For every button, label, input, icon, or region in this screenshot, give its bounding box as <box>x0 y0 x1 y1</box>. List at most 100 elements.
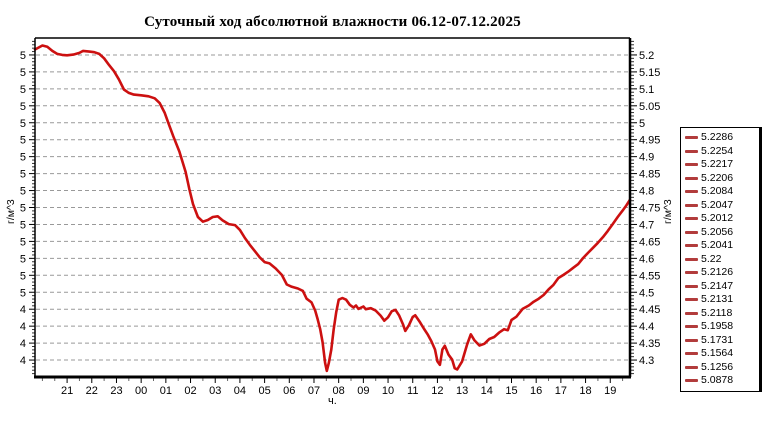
legend-line-marker <box>685 257 698 261</box>
x-tick-label: 16 <box>530 385 542 397</box>
legend: 5.2286 5.2254 5.2217 5.2206 5.2084 5.2047 5.20… <box>680 127 762 392</box>
legend-item: 5.1564 <box>685 347 757 361</box>
legend-item: 5.2286 <box>685 131 757 145</box>
legend-item: 5.2131 <box>685 293 757 307</box>
y-tick-label-left: 4 <box>20 338 26 350</box>
legend-label: 5.2012 <box>701 212 734 225</box>
x-tick-label: 03 <box>209 385 221 397</box>
y-axis-title-left: г/м^3 <box>5 199 17 224</box>
y-tick-label-right: 4.55 <box>639 270 660 282</box>
y-tick-label-right: 5.2 <box>639 50 654 62</box>
x-tick-label: 17 <box>555 385 567 397</box>
y-tick-label-right: 4.35 <box>639 338 660 350</box>
y-tick-label-left: 5 <box>20 219 26 231</box>
chart-title: Суточный ход абсолютной влажности 06.12-… <box>144 14 521 30</box>
x-tick-label: 08 <box>333 385 345 397</box>
x-tick-label: 06 <box>283 385 295 397</box>
legend-item: 5.1958 <box>685 320 757 334</box>
y-tick-label-left: 5 <box>20 203 26 215</box>
y-tick-label-right: 5.15 <box>639 67 660 79</box>
y-tick-label-right: 4.45 <box>639 304 660 316</box>
legend-line-marker <box>685 284 698 288</box>
y-tick-label-right: 4.8 <box>639 186 654 198</box>
legend-line-marker <box>685 217 698 221</box>
y-tick-label-left: 5 <box>20 186 26 198</box>
x-tick-label: 00 <box>135 385 147 397</box>
legend-label: 5.2147 <box>701 279 734 292</box>
legend-line-marker <box>685 190 698 194</box>
legend-line-marker <box>685 379 698 383</box>
y-tick-label-right: 4.85 <box>639 169 660 181</box>
y-tick-label-left: 4 <box>20 304 26 316</box>
legend-item: 5.2041 <box>685 239 757 253</box>
x-tick-label: 18 <box>579 385 591 397</box>
y-tick-label-left: 5 <box>20 118 26 130</box>
x-tick-label: 05 <box>258 385 270 397</box>
legend-line-marker <box>685 365 698 369</box>
legend-item: 5.1256 <box>685 361 757 375</box>
legend-item: 5.2217 <box>685 158 757 172</box>
y-tick-label-left: 5 <box>20 253 26 265</box>
legend-label: 5.1256 <box>701 360 734 373</box>
legend-label: 5.22 <box>701 252 722 265</box>
legend-line-marker <box>685 176 698 180</box>
legend-label: 5.2126 <box>701 266 734 279</box>
x-tick-label: 02 <box>184 385 196 397</box>
legend-label: 5.2286 <box>701 131 734 144</box>
legend-label: 5.1958 <box>701 320 734 333</box>
legend-line-marker <box>685 163 698 167</box>
x-axis-title: ч. <box>328 395 337 407</box>
legend-item: 5.2012 <box>685 212 757 226</box>
x-tick-label: 01 <box>160 385 172 397</box>
y-tick-label-left: 4 <box>20 321 26 333</box>
x-tick-label: 13 <box>456 385 468 397</box>
y-tick-label-right: 4.3 <box>639 355 654 367</box>
y-tick-label-left: 5 <box>20 84 26 96</box>
series-line-absolute-humidity <box>33 44 632 373</box>
y-tick-label-right: 5.1 <box>639 84 654 96</box>
y-tick-label-right: 4.6 <box>639 253 654 265</box>
x-tick-label: 22 <box>86 385 98 397</box>
legend-line-marker <box>685 311 698 315</box>
y-tick-label-left: 5 <box>20 270 26 282</box>
y-tick-label-left: 5 <box>20 50 26 62</box>
legend-label: 5.2217 <box>701 158 734 171</box>
y-tick-label-right: 4.65 <box>639 236 660 248</box>
x-tick-label: 12 <box>431 385 443 397</box>
legend-label: 5.2047 <box>701 198 734 211</box>
y-tick-label-left: 5 <box>20 287 26 299</box>
y-tick-label-right: 4.5 <box>639 287 654 299</box>
x-tick-label: 21 <box>61 385 73 397</box>
y-tick-label-left: 5 <box>20 101 26 113</box>
legend-item: 5.2056 <box>685 226 757 240</box>
legend-line-marker <box>685 298 698 302</box>
legend-line-marker <box>685 230 698 234</box>
legend-line-marker <box>685 203 698 207</box>
legend-label: 5.2131 <box>701 293 734 306</box>
legend-item: 5.22 <box>685 253 757 267</box>
legend-item: 5.2206 <box>685 172 757 186</box>
y-tick-label-right: 4.9 <box>639 152 654 164</box>
legend-label: 5.2206 <box>701 171 734 184</box>
legend-label: 5.2254 <box>701 144 734 157</box>
legend-item: 5.2118 <box>685 307 757 321</box>
legend-item: 5.2047 <box>685 199 757 213</box>
y-tick-label-left: 5 <box>20 152 26 164</box>
legend-item: 5.2254 <box>685 145 757 159</box>
x-tick-label: 19 <box>604 385 616 397</box>
legend-line-marker <box>685 136 698 140</box>
legend-item: 5.1731 <box>685 334 757 348</box>
legend-line-marker <box>685 149 698 153</box>
legend-line-marker <box>685 271 698 275</box>
y-tick-label-right: 5.05 <box>639 101 660 113</box>
y-tick-label-right: 4.7 <box>639 219 654 231</box>
x-tick-label: 11 <box>407 385 418 397</box>
legend-label: 5.2118 <box>701 306 733 319</box>
x-tick-label: 15 <box>505 385 517 397</box>
y-tick-label-left: 4 <box>20 355 26 367</box>
legend-line-marker <box>685 325 698 329</box>
y-tick-label-left: 5 <box>20 236 26 248</box>
y-tick-label-right: 5 <box>639 118 645 130</box>
x-tick-label: 07 <box>308 385 320 397</box>
